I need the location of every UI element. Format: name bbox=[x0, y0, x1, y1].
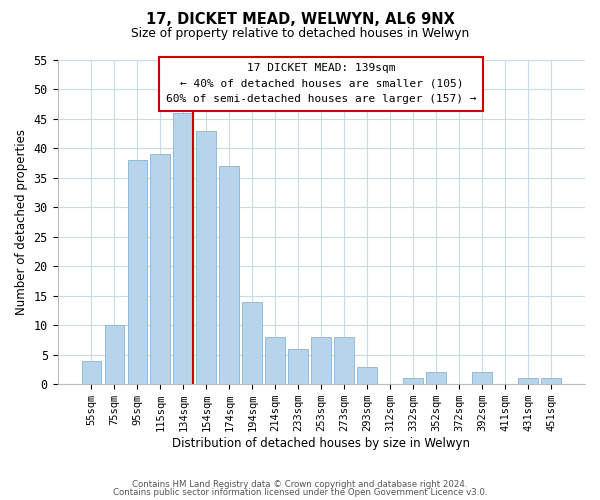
Bar bbox=[427, 372, 446, 384]
Bar bbox=[173, 113, 193, 384]
X-axis label: Distribution of detached houses by size in Welwyn: Distribution of detached houses by size … bbox=[172, 437, 470, 450]
Bar bbox=[358, 366, 377, 384]
Text: 17 DICKET MEAD: 139sqm
← 40% of detached houses are smaller (105)
60% of semi-de: 17 DICKET MEAD: 139sqm ← 40% of detached… bbox=[166, 63, 476, 104]
Bar bbox=[311, 337, 331, 384]
Bar bbox=[151, 154, 170, 384]
Bar bbox=[220, 166, 239, 384]
Bar bbox=[518, 378, 538, 384]
Text: Size of property relative to detached houses in Welwyn: Size of property relative to detached ho… bbox=[131, 28, 469, 40]
Bar bbox=[242, 302, 262, 384]
Bar bbox=[196, 130, 216, 384]
Bar bbox=[128, 160, 147, 384]
Y-axis label: Number of detached properties: Number of detached properties bbox=[15, 129, 28, 315]
Bar bbox=[541, 378, 561, 384]
Text: 17, DICKET MEAD, WELWYN, AL6 9NX: 17, DICKET MEAD, WELWYN, AL6 9NX bbox=[146, 12, 454, 28]
Bar bbox=[403, 378, 423, 384]
Bar bbox=[334, 337, 354, 384]
Text: Contains public sector information licensed under the Open Government Licence v3: Contains public sector information licen… bbox=[113, 488, 487, 497]
Bar bbox=[82, 360, 101, 384]
Text: Contains HM Land Registry data © Crown copyright and database right 2024.: Contains HM Land Registry data © Crown c… bbox=[132, 480, 468, 489]
Bar bbox=[104, 326, 124, 384]
Bar bbox=[289, 349, 308, 384]
Bar bbox=[265, 337, 285, 384]
Bar bbox=[472, 372, 492, 384]
